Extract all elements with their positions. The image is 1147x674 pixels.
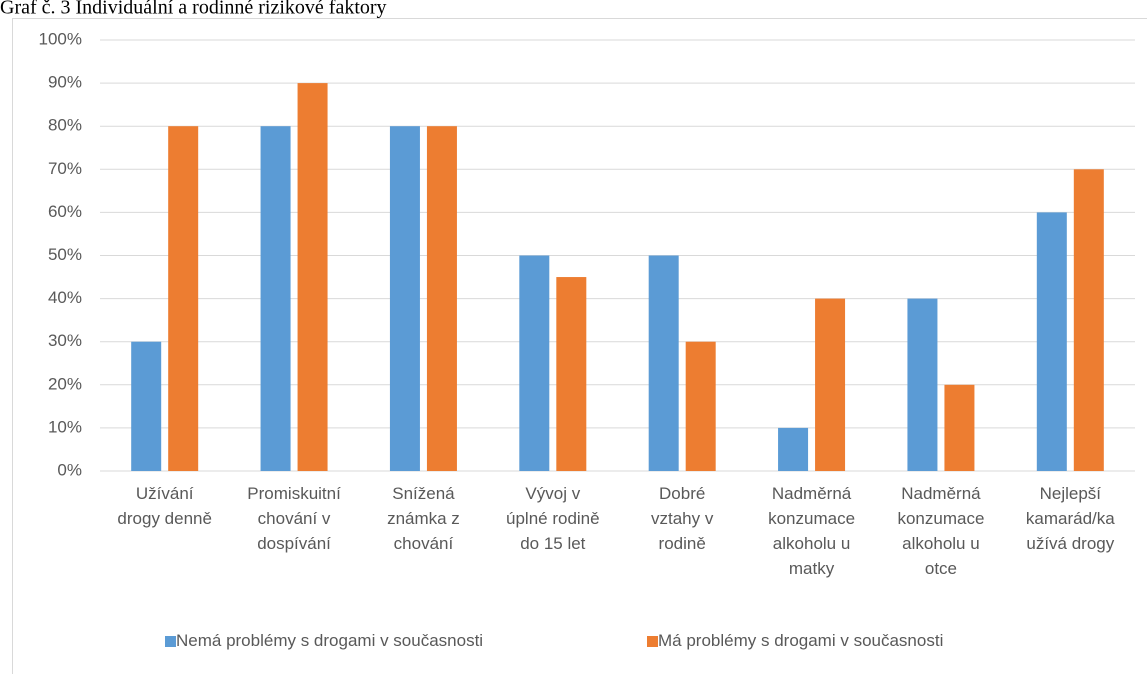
legend-label: Má problémy s drogami v současnosti [658, 631, 944, 650]
bar [1036, 212, 1067, 471]
legend-swatch [165, 636, 176, 647]
y-tick-label: 70% [48, 159, 82, 178]
x-tick-label: Užívání drogy denně [117, 484, 212, 528]
x-tick-label: Nejlepší kamarád/ka užívá drogy [1025, 484, 1115, 553]
bar [389, 126, 420, 471]
y-tick-label: 50% [48, 245, 82, 264]
y-tick-label: 40% [48, 288, 82, 307]
x-tick-label: Snížená známka z chování [387, 484, 460, 553]
bar [815, 298, 846, 471]
y-tick-label: 80% [48, 116, 82, 135]
bar [131, 341, 162, 471]
y-tick-label: 30% [48, 331, 82, 350]
y-tick-label: 20% [48, 374, 82, 393]
chart-title: Graf č. 3 Individuální a rodinné rizikov… [0, 0, 387, 19]
x-tick-label: Promiskuitní chování v dospívání [247, 484, 341, 553]
x-tick-label: Nadměrná konzumace alkoholu u otce [897, 484, 985, 578]
bar [168, 126, 199, 471]
bar [685, 341, 716, 471]
y-tick-label: 0% [57, 460, 82, 479]
bar [260, 126, 291, 471]
y-tick-label: 10% [48, 417, 82, 436]
bar [648, 255, 679, 471]
chart-frame [12, 18, 1147, 674]
bar [297, 83, 328, 471]
y-tick-label: 90% [48, 73, 82, 92]
y-tick-label: 60% [48, 202, 82, 221]
bar [426, 126, 457, 471]
x-tick-label: Vývoj v úplné rodině do 15 let [506, 484, 600, 553]
legend-swatch [647, 636, 658, 647]
bar [778, 427, 809, 471]
legend-label: Nemá problémy s drogami v současnosti [176, 631, 484, 650]
bar [1073, 169, 1104, 472]
y-tick-label: 100% [39, 29, 82, 48]
x-tick-label: Dobré vztahy v rodině [651, 484, 714, 553]
bar [907, 298, 938, 471]
bar [519, 255, 550, 471]
bar [556, 277, 587, 471]
bar [944, 384, 975, 471]
x-tick-label: Nadměrná konzumace alkoholu u matky [768, 484, 856, 578]
